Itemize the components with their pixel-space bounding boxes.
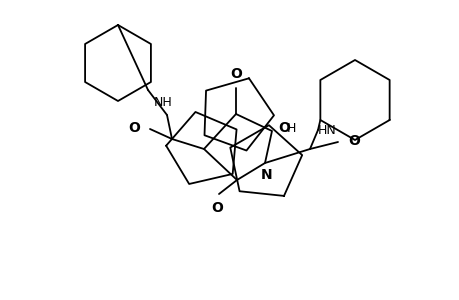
Text: O: O [230, 67, 241, 81]
Text: O: O [277, 121, 289, 135]
Text: O: O [211, 201, 223, 215]
Text: O: O [347, 134, 359, 148]
Text: O: O [128, 121, 140, 135]
Text: NH: NH [153, 96, 172, 109]
Text: N: N [261, 168, 272, 182]
Text: H: H [286, 122, 296, 134]
Text: HN: HN [317, 124, 336, 137]
